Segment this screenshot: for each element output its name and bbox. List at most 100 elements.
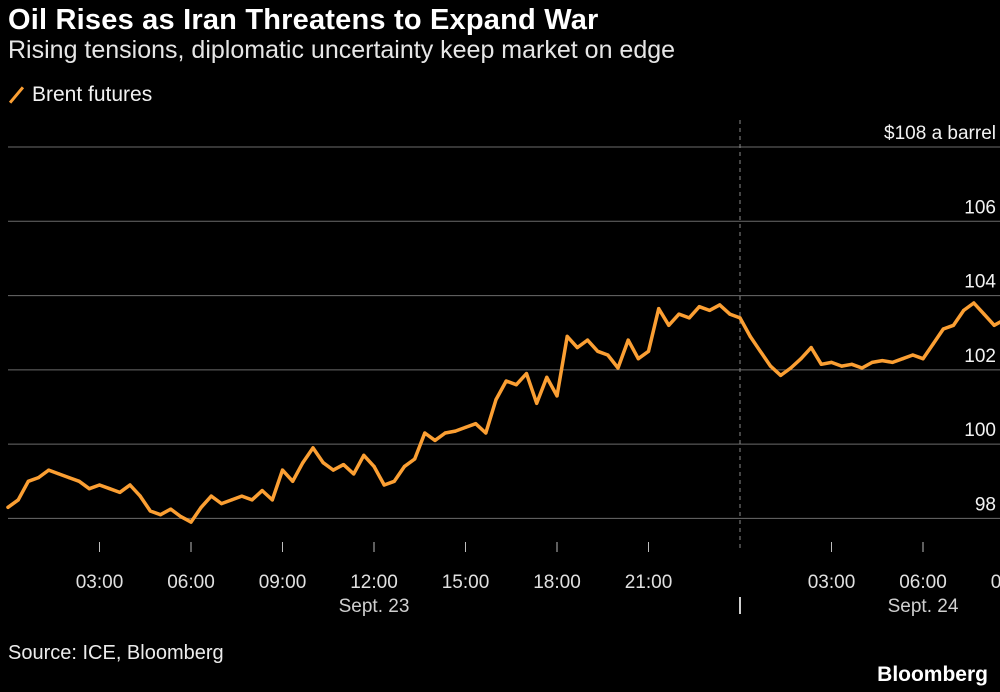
- data-point: [860, 366, 864, 370]
- data-point: [209, 494, 213, 498]
- data-point: [596, 349, 600, 353]
- data-point: [931, 342, 935, 346]
- data-point: [118, 490, 122, 494]
- data-point: [697, 305, 701, 309]
- data-point: [748, 334, 752, 338]
- data-point: [829, 360, 834, 364]
- data-point: [636, 357, 640, 361]
- data-point: [911, 353, 915, 357]
- data-point: [26, 479, 30, 483]
- data-point: [453, 429, 457, 433]
- x-tick-label: 09:00: [259, 572, 307, 593]
- data-point: [158, 513, 163, 517]
- data-point: [230, 498, 234, 502]
- data-point: [626, 338, 630, 342]
- chart-subtitle: Rising tensions, diplomatic uncertainty …: [8, 36, 676, 64]
- data-point: [199, 505, 203, 509]
- data-point: [169, 507, 173, 511]
- y-tick-label: $108 a barrel: [884, 123, 996, 144]
- x-tick-label: 12:00: [350, 572, 398, 593]
- x-tick-label: 18:00: [533, 572, 581, 593]
- data-point: [524, 372, 529, 376]
- x-tick-label: 03:00: [808, 572, 856, 593]
- data-point: [413, 457, 417, 461]
- data-point: [941, 327, 945, 331]
- data-point: [890, 360, 895, 364]
- y-tick-label: 106: [964, 197, 996, 218]
- data-point: [67, 476, 71, 480]
- data-point: [677, 312, 681, 316]
- data-point: [779, 373, 783, 377]
- data-point: [250, 498, 254, 502]
- data-point: [36, 476, 41, 480]
- data-point: [219, 502, 224, 506]
- data-point: [606, 353, 610, 357]
- chart-title: Oil Rises as Iran Threatens to Expand Wa…: [8, 4, 599, 36]
- data-point: [97, 483, 102, 487]
- data-point: [179, 515, 183, 519]
- legend-label-brent: Brent futures: [32, 83, 153, 106]
- data-point: [352, 472, 356, 476]
- data-point: [331, 468, 335, 472]
- data-point: [616, 366, 620, 370]
- legend: Brent futures: [8, 82, 152, 108]
- data-point: [148, 509, 152, 513]
- data-point: [291, 479, 295, 483]
- data-point: [921, 357, 925, 361]
- data-point: [951, 323, 956, 327]
- orange-slash-line-icon: [8, 87, 24, 103]
- data-point: [402, 464, 407, 468]
- data-point: [789, 366, 793, 370]
- data-point: [16, 498, 20, 502]
- data-point: [738, 316, 742, 320]
- data-point: [819, 362, 823, 366]
- data-point: [504, 379, 508, 383]
- data-point: [962, 308, 966, 312]
- data-point: [474, 422, 478, 426]
- data-point: [809, 346, 813, 350]
- data-point: [341, 463, 346, 467]
- bloomberg-logo: Bloomberg: [877, 663, 988, 686]
- y-tick-label: 98: [975, 494, 996, 515]
- data-point: [240, 494, 244, 498]
- x-tick-label: 15:00: [442, 572, 490, 593]
- data-point: [494, 398, 498, 402]
- data-point: [423, 431, 427, 435]
- data-point: [992, 323, 996, 327]
- data-point: [280, 468, 285, 472]
- data-point: [372, 464, 376, 468]
- data-point: [392, 479, 396, 483]
- data-point: [667, 323, 671, 327]
- data-point: [311, 446, 315, 450]
- x-tick-label: 21:00: [625, 572, 673, 593]
- data-point: [443, 431, 447, 435]
- date-label: Sept. 23: [339, 596, 410, 617]
- data-point: [47, 468, 51, 472]
- data-point: [972, 301, 976, 305]
- data-point: [728, 312, 732, 316]
- data-point: [850, 362, 854, 366]
- data-point: [707, 308, 712, 312]
- data-point: [270, 498, 274, 502]
- data-point: [799, 357, 803, 361]
- data-point: [108, 487, 112, 491]
- data-point: [585, 338, 590, 342]
- data-point: [321, 461, 325, 465]
- line-chart: $108 a barrel 106 104 102 100 98 03:00 06:00 09:…: [6, 120, 1000, 617]
- data-point: [982, 312, 986, 316]
- data-point: [260, 489, 264, 493]
- data-point: [901, 357, 905, 361]
- data-point: [870, 360, 874, 364]
- date-label: Sept. 24: [888, 596, 959, 617]
- data-point: [189, 520, 193, 524]
- data-point: [768, 364, 773, 368]
- y-tick-label: 102: [964, 346, 996, 367]
- data-point: [758, 349, 762, 353]
- data-point: [77, 479, 81, 483]
- data-point: [463, 425, 468, 429]
- data-point: [87, 487, 91, 491]
- data-point: [128, 483, 132, 487]
- data-point: [433, 438, 437, 442]
- data-point: [57, 472, 61, 476]
- data-point: [535, 401, 539, 405]
